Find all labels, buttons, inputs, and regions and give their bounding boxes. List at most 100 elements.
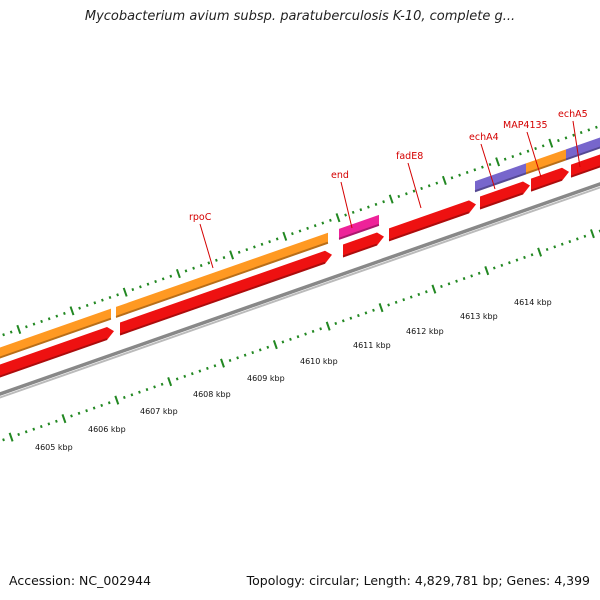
cds-echa4 xyxy=(480,181,530,210)
scale-minor-tick xyxy=(387,303,390,307)
scale-minor-tick xyxy=(477,271,481,275)
gene-rpob xyxy=(0,308,111,359)
minor-tick xyxy=(131,287,135,292)
cds-echa5-edge xyxy=(570,165,600,178)
scale-minor-tick xyxy=(349,316,353,320)
cds-map4135-edge xyxy=(530,178,563,192)
minor-tick xyxy=(192,266,195,270)
minor-tick xyxy=(397,194,401,198)
scale-minor-tick xyxy=(447,282,451,286)
leader-fade8 xyxy=(407,162,422,209)
scale-minor-tick xyxy=(357,314,360,318)
cds-rpob-edge xyxy=(0,338,108,378)
minor-tick xyxy=(47,317,51,321)
gene-label-echa5: echA5 xyxy=(558,109,588,120)
scale-minor-tick xyxy=(243,353,247,357)
minor-tick xyxy=(359,208,363,212)
leader-rpoc xyxy=(199,223,214,269)
minor-tick xyxy=(275,237,279,241)
scale-minor-tick xyxy=(372,308,375,312)
scale-minor-tick xyxy=(508,261,511,265)
major-tick xyxy=(548,138,554,148)
minor-tick xyxy=(313,224,317,228)
scale-minor-tick xyxy=(319,327,323,331)
scale-minor-tick xyxy=(228,358,232,363)
minor-tick xyxy=(382,200,385,204)
scale-minor-tick xyxy=(24,430,28,434)
scale-minor-tick xyxy=(402,298,406,302)
gene-map4135-edge xyxy=(525,158,567,175)
scale-minor-tick xyxy=(153,385,156,389)
major-tick xyxy=(69,306,75,316)
minor-tick xyxy=(321,221,325,225)
map-title: Mycobacterium avium subsp. paratuberculo… xyxy=(84,9,516,24)
cds-rpob xyxy=(0,327,114,378)
minor-tick xyxy=(435,181,439,185)
scale-minor-tick xyxy=(575,237,579,241)
scale-labels: 4605 kbp 4606 kbp 4607 kbp 4608 kbp 4609 kbp… xyxy=(35,298,552,452)
backbone xyxy=(0,182,600,399)
minor-tick xyxy=(161,277,165,281)
scale-minor-tick xyxy=(560,242,564,246)
minor-tick xyxy=(9,330,13,334)
scale-minor-tick xyxy=(500,263,504,267)
gene-label-fade8: fadE8 xyxy=(396,151,423,162)
minor-tick xyxy=(511,154,515,159)
minor-tick xyxy=(557,139,560,143)
minor-tick xyxy=(450,176,454,180)
scale-minor-tick xyxy=(17,432,21,437)
major-tick xyxy=(16,324,22,334)
scale-major-tick xyxy=(61,414,67,424)
scale-minor-tick xyxy=(122,395,126,400)
other-echa4 xyxy=(475,163,526,193)
scale-major-tick xyxy=(8,432,14,442)
scale-minor-tick xyxy=(409,295,413,299)
cds-echa4-edge xyxy=(479,192,524,210)
minor-tick xyxy=(344,213,347,217)
scale-minor-tick xyxy=(492,266,496,270)
scale-minor-tick xyxy=(130,393,134,397)
gene-rpoc xyxy=(116,232,328,318)
minor-tick xyxy=(564,136,568,140)
scale-label-4605: 4605 kbp xyxy=(35,443,73,452)
major-tick xyxy=(388,194,394,204)
minor-tick xyxy=(587,128,591,132)
other-echa4-edge xyxy=(474,172,527,193)
minor-tick xyxy=(108,295,112,300)
scale-minor-tick xyxy=(553,245,557,249)
leader-end xyxy=(340,181,353,229)
scale-minor-tick xyxy=(258,348,262,352)
gene-rpob-edge xyxy=(0,317,112,359)
scale-label-4613: 4613 kbp xyxy=(460,312,498,321)
minor-tick xyxy=(367,205,370,209)
minor-tick xyxy=(260,242,264,246)
scale-minor-tick xyxy=(296,335,300,339)
other-echa5 xyxy=(566,137,600,161)
scale-label-4609: 4609 kbp xyxy=(247,374,285,383)
scale-minor-tick xyxy=(583,234,587,238)
minor-tick xyxy=(481,165,484,169)
major-tick xyxy=(229,250,235,260)
scale-minor-tick xyxy=(455,279,458,283)
minor-tick xyxy=(237,250,241,254)
scale-label-4610: 4610 kbp xyxy=(300,357,338,366)
scale-minor-tick xyxy=(190,372,194,376)
minor-tick xyxy=(199,264,203,268)
minor-tick xyxy=(245,248,249,252)
cds-rpoc-edge xyxy=(119,261,326,336)
scale-minor-tick xyxy=(198,369,202,373)
gene-label-echa4: echA4 xyxy=(469,132,499,143)
scale-minor-tick xyxy=(334,321,338,326)
minor-tick xyxy=(534,146,537,151)
label-leaders xyxy=(199,120,581,269)
scale-major-tick xyxy=(378,303,384,313)
accession-text: Accession: NC_002944 xyxy=(9,573,152,588)
scale-minor-tick xyxy=(145,387,149,392)
minor-tick xyxy=(412,189,416,193)
scale-label-4606: 4606 kbp xyxy=(88,425,126,434)
minor-tick xyxy=(473,168,477,172)
gene-label-rpoc: rpoC xyxy=(189,212,212,223)
scale-minor-tick xyxy=(424,290,428,294)
